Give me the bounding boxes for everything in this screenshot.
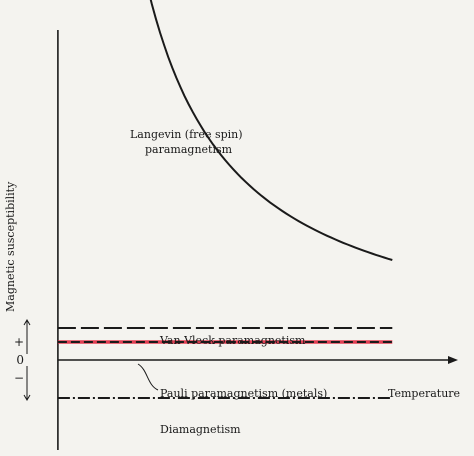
x-axis-arrow-icon: [448, 356, 458, 364]
pauli-leader-line: [137, 363, 159, 391]
langevin-curve: [149, 0, 393, 261]
pauli-label: Pauli paramagnetism (metals): [160, 387, 327, 400]
up-arrow-icon: [23, 319, 31, 326]
down-arrow-icon: [23, 394, 31, 401]
axes: [23, 30, 458, 450]
y-axis-label: Magnetic susceptibility: [4, 181, 17, 312]
diamagnetism-label: Diamagnetism: [160, 423, 241, 436]
y-tick-label: +: [14, 335, 24, 349]
y-tick-label: −: [14, 371, 24, 385]
y-tick-label: 0: [16, 353, 24, 367]
x-axis-label: Temperature: [388, 387, 460, 400]
langevin-label-line1: Langevin (free spin): [130, 128, 243, 141]
langevin-label-line2: paramagnetism: [145, 143, 233, 156]
van-vleck-label: Van Vleck paramagnetism: [159, 334, 306, 347]
series-layer: [57, 0, 393, 399]
labels-layer: +0 − Langevin (free spin) paramagnetism Van …: [4, 128, 460, 436]
